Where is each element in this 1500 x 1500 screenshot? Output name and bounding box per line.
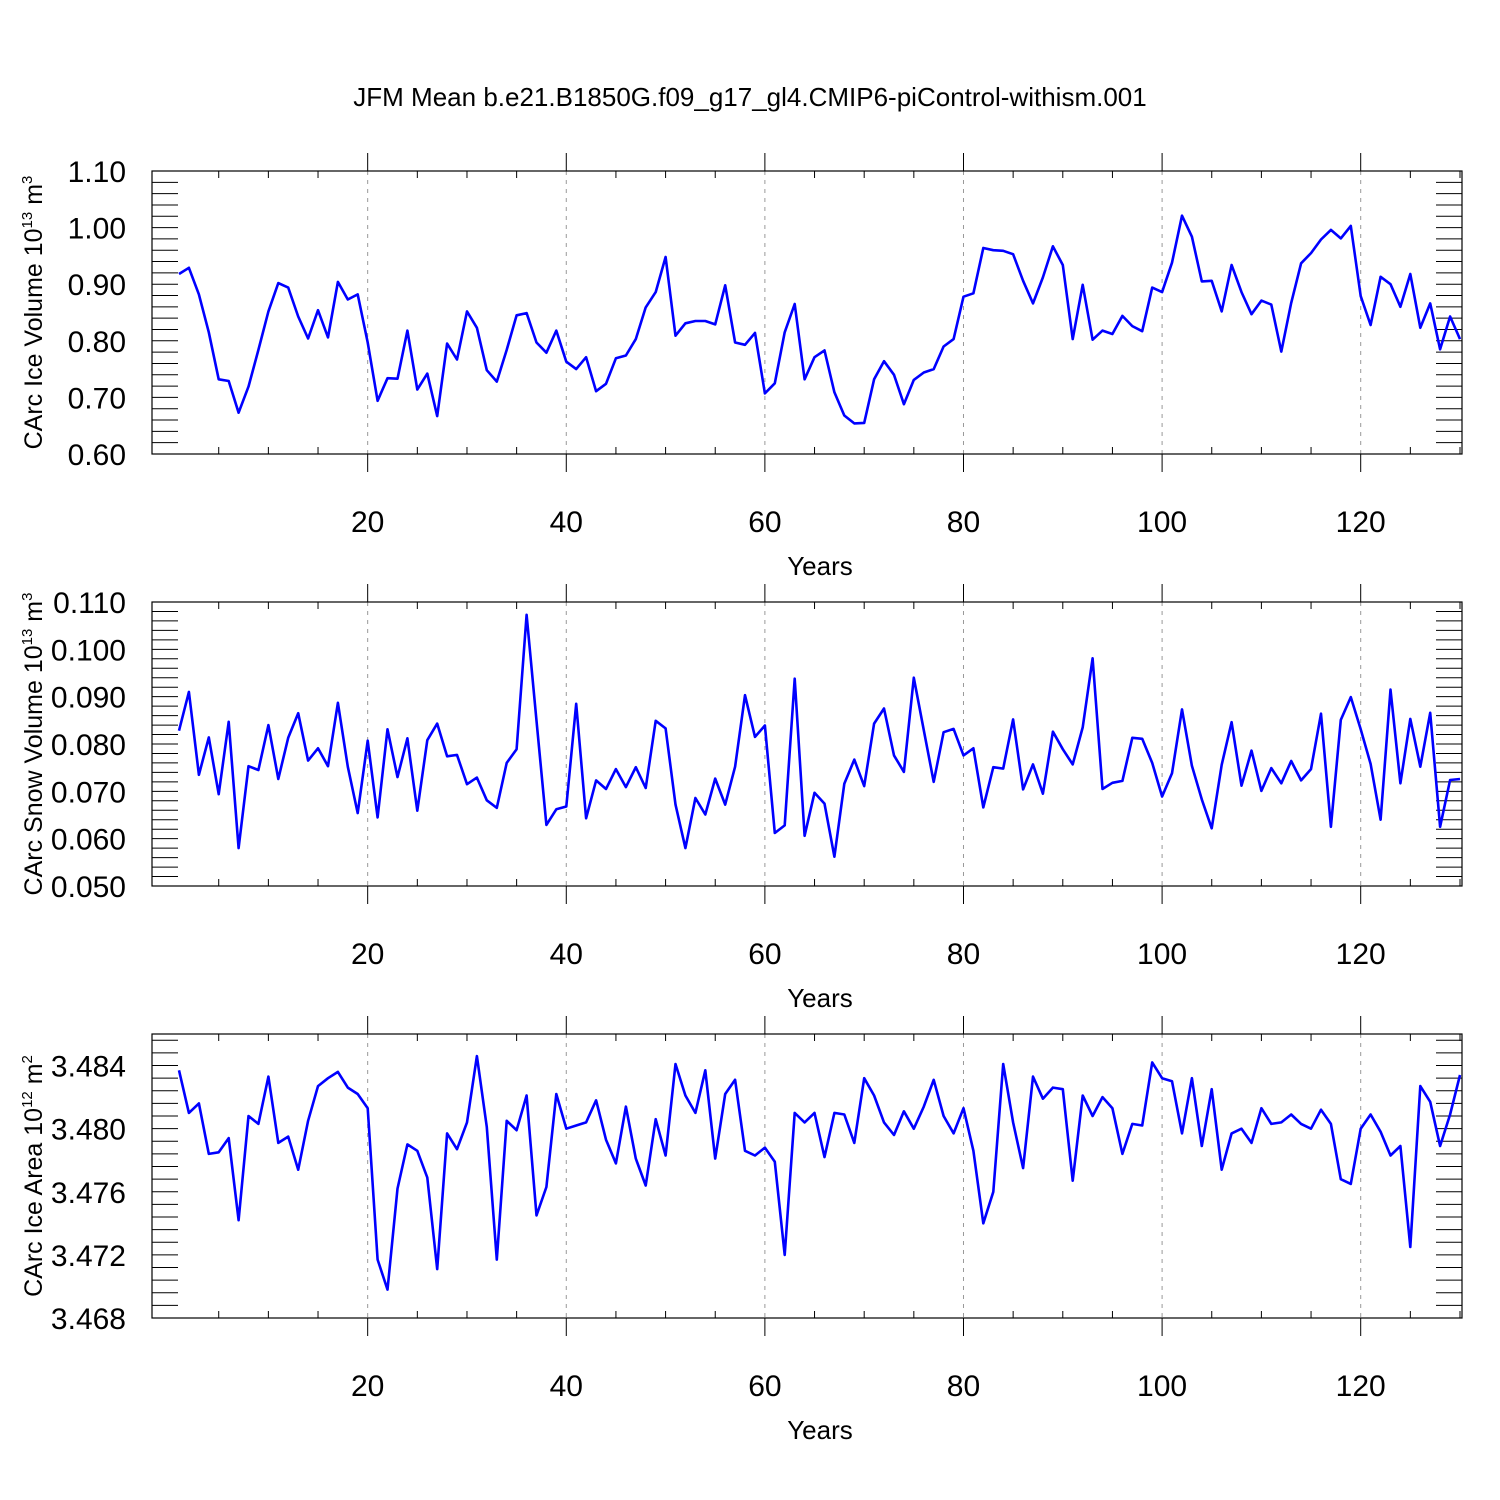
- y-tick-label: 0.110: [53, 587, 126, 620]
- x-tick-label: 100: [1137, 1370, 1187, 1403]
- y-tick-label: 0.080: [51, 729, 126, 762]
- y-axis-label-exp: 12: [19, 1091, 36, 1108]
- y-axis-label-main: CArc Snow Volume 10: [20, 645, 48, 895]
- y-tick-label: 0.070: [51, 776, 126, 809]
- series-line: [177, 1054, 1462, 1291]
- x-tick-label: 100: [1137, 506, 1187, 539]
- plot-frame: [151, 601, 1463, 887]
- series-line: [177, 613, 1461, 859]
- y-axis-label-unit: m: [20, 601, 48, 629]
- y-axis-label-exp: 13: [19, 212, 36, 229]
- y-axis-label-main: CArc Ice Area 10: [20, 1108, 48, 1297]
- x-tick-label: 120: [1336, 1370, 1386, 1403]
- y-axis-label-unit-exp: 3: [19, 176, 36, 184]
- y-tick-label: 1.10: [68, 156, 126, 189]
- y-axis-label-main: CArc Ice Volume 10: [20, 228, 48, 449]
- chart-panel-2: 20 40 60 80 100 120 0.050 0.060 0.070 0.080 0.090 0…: [19, 584, 1463, 1013]
- y-tick-label: 0.60: [68, 439, 126, 472]
- y-tick-label: 0.90: [68, 269, 126, 302]
- y-tick-label: 3.472: [51, 1240, 126, 1273]
- y-tick-label: 0.050: [51, 871, 126, 904]
- y-tick-label: 0.060: [51, 824, 126, 857]
- chart-panel-3: 20 40 60 80 100 120 3.468 3.472 3.476 3.480 3.484 Y…: [19, 1016, 1463, 1445]
- x-tick-label: 60: [748, 1370, 781, 1403]
- y-tick-label: 0.70: [68, 382, 126, 415]
- y-axis-label: CArc Snow Volume 1013 m3: [19, 593, 48, 896]
- y-tick-label: 3.484: [51, 1051, 126, 1084]
- y-axis-label: CArc Ice Area 1012 m2: [19, 1055, 48, 1297]
- x-tick-label: 120: [1336, 506, 1386, 539]
- x-tick-label: 40: [550, 938, 583, 971]
- x-tick-label: 100: [1137, 938, 1187, 971]
- y-axis-label-unit: m: [20, 184, 48, 212]
- y-tick-label: 0.80: [68, 326, 126, 359]
- x-tick-label: 60: [748, 938, 781, 971]
- x-tick-label: 40: [550, 506, 583, 539]
- y-tick-label: 1.00: [68, 213, 126, 246]
- chart-panel-1: 20 40 60 80 100 120 0.60 0.70 0.80 0.90 1.00 1.10 Ye…: [19, 153, 1463, 581]
- x-tick-label: 20: [351, 1370, 384, 1403]
- x-axis-label: Years: [787, 1415, 853, 1445]
- y-axis-label-unit-exp: 2: [19, 1055, 36, 1063]
- x-tick-label: 40: [550, 1370, 583, 1403]
- x-tick-label: 80: [947, 938, 980, 971]
- y-axis-label: CArc Ice Volume 1013 m3: [19, 176, 48, 450]
- x-tick-label: 60: [748, 506, 781, 539]
- plot-frame: [151, 1033, 1463, 1319]
- y-tick-label: 3.468: [51, 1303, 126, 1336]
- y-axis-label-exp: 13: [19, 629, 36, 646]
- plot-frame: [151, 170, 1463, 455]
- y-tick-label: 3.480: [51, 1114, 126, 1147]
- x-axis-label: Years: [787, 551, 853, 581]
- x-axis-label: Years: [787, 983, 853, 1013]
- x-tick-label: 120: [1336, 938, 1386, 971]
- x-tick-label: 80: [947, 506, 980, 539]
- y-tick-label: 3.476: [51, 1177, 126, 1210]
- y-axis-label-unit-exp: 3: [19, 593, 36, 601]
- series-line: [178, 214, 1462, 425]
- chart-title: JFM Mean b.e21.B1850G.f09_g17_gl4.CMIP6-…: [353, 82, 1146, 112]
- y-tick-label: 0.100: [51, 634, 126, 667]
- x-tick-label: 20: [351, 506, 384, 539]
- x-tick-label: 20: [351, 938, 384, 971]
- y-tick-label: 0.090: [51, 682, 126, 715]
- x-tick-label: 80: [947, 1370, 980, 1403]
- y-axis-label-unit: m: [20, 1063, 48, 1091]
